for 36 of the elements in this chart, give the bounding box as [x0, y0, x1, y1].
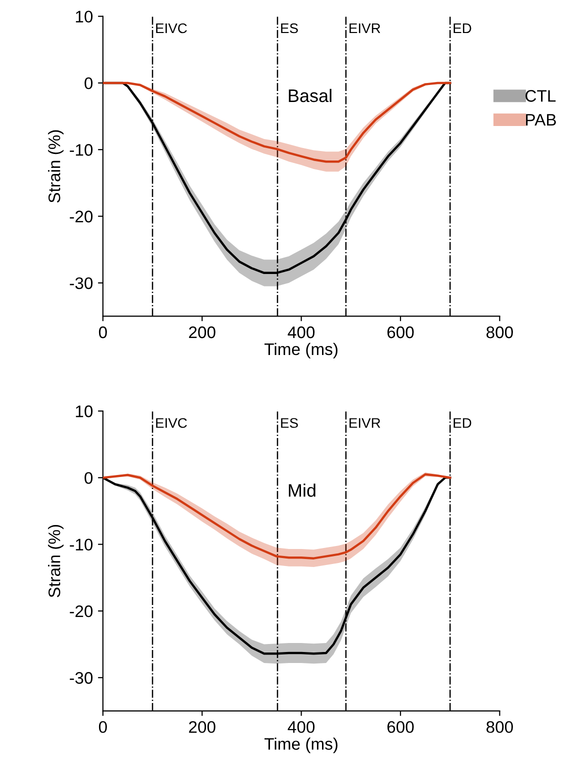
- y-tick-label: 0: [84, 472, 93, 484]
- x-tick-label: 400: [288, 721, 315, 733]
- x-tick-label: 200: [189, 721, 216, 733]
- y-axis-title: Strain (%): [48, 130, 64, 203]
- y-axis-title: Strain (%): [48, 524, 64, 598]
- x-tick-label: 600: [387, 721, 414, 733]
- y-tick-label: -20: [70, 605, 93, 618]
- annotation: Mid: [288, 484, 316, 497]
- ref-line-label: EIVC: [156, 418, 187, 428]
- x-tick-label: 400: [288, 326, 315, 338]
- x-axis-title: Time (ms): [264, 738, 338, 754]
- x-tick-label: 800: [486, 326, 513, 338]
- x-tick-label: 800: [486, 721, 513, 733]
- y-tick-label: -30: [70, 672, 93, 684]
- x-tick-label: 0: [98, 326, 107, 338]
- y-tick-label: 10: [76, 10, 93, 23]
- legend-label: PAB: [526, 114, 556, 126]
- ref-line-label: EIVC: [156, 23, 187, 34]
- ref-line-label: EIVR: [350, 418, 380, 428]
- ref-line-label: ES: [281, 418, 298, 428]
- annotation: Basal: [288, 88, 332, 102]
- ref-line-label: EIVR: [350, 23, 380, 34]
- y-tick-label: -10: [70, 144, 93, 156]
- x-axis-title: Time (ms): [264, 342, 338, 358]
- y-tick-label: 10: [76, 405, 93, 418]
- legend-label: CTL: [526, 90, 556, 102]
- ref-line-label: ED: [454, 23, 472, 34]
- ref-line-label: ES: [281, 23, 298, 34]
- ref-line-label: ED: [454, 418, 472, 428]
- x-tick-label: 0: [98, 721, 107, 733]
- y-tick-label: -10: [70, 538, 93, 551]
- y-tick-label: 0: [84, 77, 93, 90]
- x-tick-label: 600: [387, 326, 414, 338]
- x-tick-label: 200: [189, 326, 216, 338]
- y-tick-label: -20: [70, 210, 93, 222]
- y-tick-label: -30: [70, 277, 93, 290]
